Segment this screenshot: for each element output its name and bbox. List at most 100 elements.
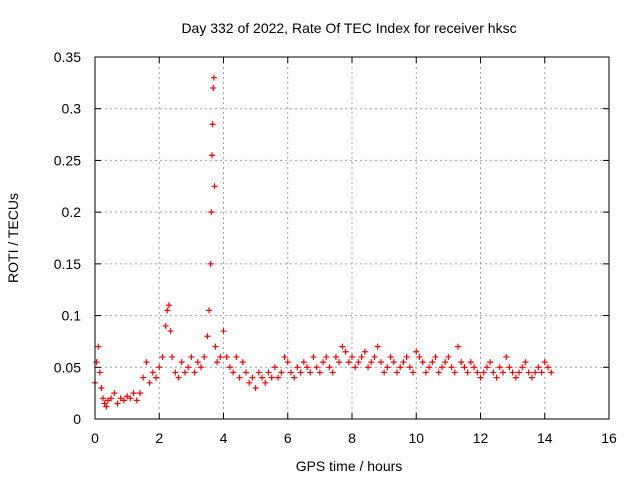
x-tick-label: 12	[473, 430, 489, 446]
data-point	[329, 369, 336, 376]
data-point	[178, 359, 185, 366]
data-point	[265, 369, 272, 376]
data-point	[519, 364, 526, 371]
data-point	[159, 353, 166, 360]
data-point	[153, 374, 160, 381]
data-point	[217, 353, 224, 360]
x-tick-label: 2	[155, 430, 163, 446]
data-point	[239, 359, 246, 366]
data-point	[535, 364, 542, 371]
data-point	[103, 403, 110, 410]
data-point	[204, 333, 211, 340]
data-point	[429, 359, 436, 366]
data-point	[297, 369, 304, 376]
y-tick-label: 0.25	[54, 152, 81, 168]
data-point	[220, 328, 227, 335]
data-point	[172, 369, 179, 376]
data-point	[381, 369, 388, 376]
data-point	[194, 359, 201, 366]
data-point	[374, 343, 381, 350]
data-point	[230, 369, 237, 376]
data-point	[313, 364, 320, 371]
data-point	[149, 369, 156, 376]
data-point	[426, 364, 433, 371]
data-point	[541, 359, 548, 366]
data-point	[117, 395, 124, 402]
x-tick-label: 10	[408, 430, 424, 446]
data-point	[262, 379, 269, 386]
data-point	[198, 364, 205, 371]
data-point	[242, 369, 249, 376]
data-point	[252, 384, 259, 391]
data-point	[206, 307, 213, 314]
data-point	[291, 374, 298, 381]
data-point	[445, 353, 452, 360]
data-point	[120, 397, 127, 404]
data-point	[214, 359, 221, 366]
data-point	[101, 400, 108, 407]
x-tick-label: 14	[537, 430, 553, 446]
data-point	[127, 395, 134, 402]
chart-title: Day 332 of 2022, Rate Of TEC Index for r…	[181, 20, 516, 36]
data-point	[124, 393, 131, 400]
data-point	[169, 353, 176, 360]
data-point	[548, 369, 555, 376]
data-point	[509, 369, 516, 376]
data-point	[98, 384, 105, 391]
data-point	[365, 364, 372, 371]
data-point	[140, 374, 147, 381]
data-point	[487, 359, 494, 366]
data-point	[249, 374, 256, 381]
data-point	[287, 369, 294, 376]
data-point	[390, 359, 397, 366]
data-point	[525, 369, 532, 376]
data-point	[165, 302, 172, 309]
data-point	[275, 374, 282, 381]
data-point	[387, 353, 394, 360]
data-point	[483, 364, 490, 371]
data-point	[342, 348, 349, 355]
data-point	[96, 369, 103, 376]
x-tick-label: 0	[91, 430, 99, 446]
data-point	[471, 364, 478, 371]
data-point	[100, 395, 107, 402]
data-point	[403, 353, 410, 360]
data-point	[419, 359, 426, 366]
data-point	[532, 369, 539, 376]
data-point	[432, 353, 439, 360]
data-point	[349, 353, 355, 360]
data-point	[406, 364, 413, 371]
data-point	[304, 364, 311, 371]
y-axis-label: ROTI / TECUs	[5, 193, 21, 283]
axis-ticks: 0 2 4 6 8 10 12 14 16 0 0.05 0.1 0.15 0.2 0.25 0.3 0.35	[54, 49, 617, 446]
data-point	[345, 359, 352, 366]
grid-lines	[95, 57, 609, 419]
data-point	[223, 353, 230, 360]
data-point	[104, 397, 111, 404]
data-point	[208, 152, 215, 159]
data-point	[278, 369, 285, 376]
data-point	[384, 364, 391, 371]
data-point	[114, 400, 121, 407]
data-point	[332, 353, 339, 360]
data-point	[284, 359, 291, 366]
data-point	[136, 390, 143, 397]
data-point	[130, 390, 137, 397]
data-point	[499, 369, 506, 376]
data-point	[185, 364, 192, 371]
data-point	[506, 364, 513, 371]
data-point	[181, 369, 188, 376]
data-point	[300, 359, 307, 366]
data-point	[538, 369, 545, 376]
data-point	[268, 374, 275, 381]
data-point	[209, 121, 216, 128]
data-point	[201, 353, 208, 360]
data-point	[368, 359, 375, 366]
data-point	[108, 395, 115, 402]
data-point	[413, 348, 420, 355]
data-point	[210, 74, 217, 81]
data-point	[167, 328, 174, 335]
data-point	[156, 364, 163, 371]
data-point	[448, 364, 455, 371]
